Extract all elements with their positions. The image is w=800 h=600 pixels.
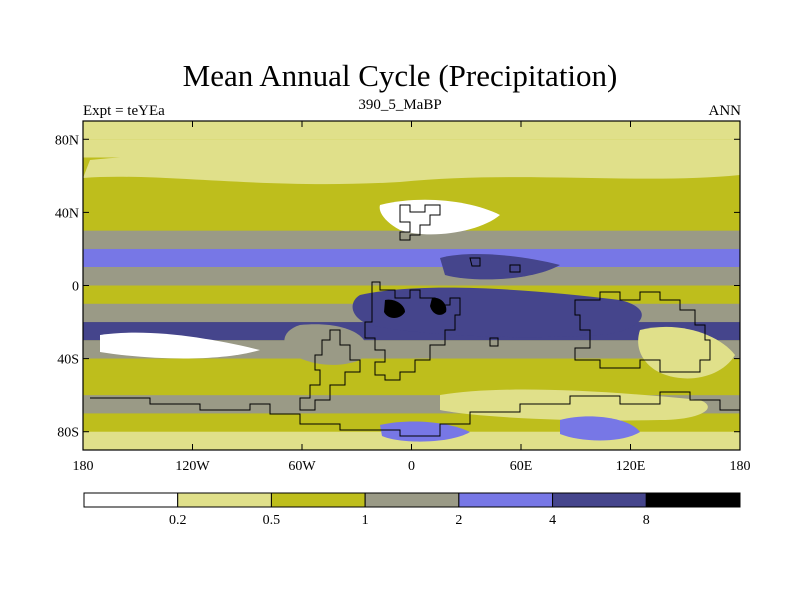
x-tick-label: 120W [175,459,210,474]
y-tick-label: 0 [72,280,79,295]
colorbar-swatch [552,492,647,508]
landmass-south-america [299,329,361,411]
colorbar-swatch [270,492,366,508]
zonal-band [83,340,740,359]
patch-gray-south [284,324,367,365]
x-tick-label: 60E [510,459,533,474]
map-field [83,121,740,450]
patch-wet-north-tropics [440,254,560,280]
x-tick-label: 180 [730,459,751,474]
chart-title: Mean Annual Cycle (Precipitation) [182,58,618,93]
colorbar-swatch [458,492,554,508]
colorbar-swatch [645,492,741,508]
experiment-label: Expt = teYEa [83,103,165,119]
y-tick-label: 40S [57,353,79,368]
y-tick-label: 80S [57,426,79,441]
colorbar-level-label: 1 [362,513,369,528]
colorbar-swatch [83,492,179,508]
zonal-band [83,230,740,249]
colorbar-level-label: 4 [549,513,556,528]
period-label: 390_5_MaBP [358,97,442,113]
y-axis: 80N 40N 0 40S 80S [55,133,740,441]
patch-wet-tropics [352,287,642,338]
landmass-island-1 [469,257,481,267]
x-tick-label: 180 [73,459,94,474]
y-tick-label: 80N [55,133,79,148]
y-tick-label: 40N [55,206,79,221]
zonal-band [83,121,740,140]
regional-patches [83,147,740,442]
colorbar-swatch [364,492,460,508]
patch-wet-south [380,421,470,442]
x-axis: 180 120W 60W 0 60E 120E 180 [73,121,751,474]
patch-max-1 [384,299,405,318]
patch-max-2 [430,297,447,315]
landmass-north [399,204,441,241]
x-tick-label: 0 [408,459,415,474]
zonal-band [83,267,740,286]
zonal-band [83,248,740,268]
patch-wet-south-2 [560,416,640,441]
patch-dry-southeast [638,326,735,379]
season-label: ANN [708,103,742,119]
patch-dry-southern-ocean [440,389,708,421]
colorbar-swatch [177,492,272,508]
landmass-africa [364,281,461,381]
x-tick-label: 60W [288,459,316,474]
landmass-australia [574,291,711,373]
colorbar-level-label: 8 [643,513,650,528]
land-outlines [90,204,740,437]
landmass-island-2 [509,264,521,273]
landmass-antarctic-coast [90,391,740,437]
colorbar-level-label: 0.2 [169,513,187,528]
colorbar-level-label: 2 [455,513,462,528]
colorbar-level-label: 0.5 [263,513,281,528]
landmass-island-3 [489,337,499,347]
patch-subarctic [83,147,740,185]
zonal-band [83,358,740,377]
patch-dry-south-pacific [100,332,260,359]
colorbar: 0.2 0.5 1 2 4 8 [83,492,741,528]
zonal-band [83,376,740,396]
x-tick-label: 120E [616,459,646,474]
